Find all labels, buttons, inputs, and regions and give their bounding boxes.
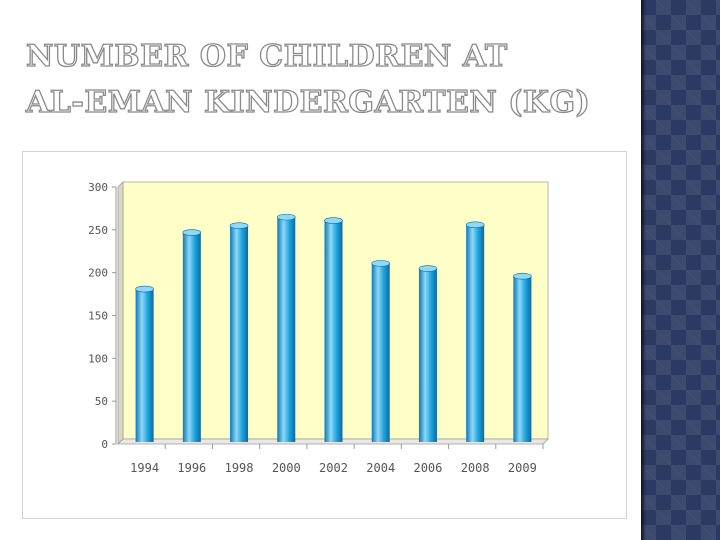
decorative-side-panel — [641, 0, 720, 540]
x-tick-label: 2006 — [413, 461, 442, 475]
y-tick-label: 100 — [88, 352, 108, 365]
x-tick-label: 2008 — [461, 461, 490, 475]
bar — [418, 265, 438, 442]
chart-frame: 0 50 100 150 200 250 300 1994 1996 1998 2000 2002 2… — [22, 151, 627, 519]
y-tick-label: 150 — [88, 310, 108, 323]
bar — [135, 285, 154, 442]
bar — [371, 260, 391, 442]
bar-body — [371, 263, 390, 442]
y-tick-label: 50 — [95, 395, 108, 408]
bar-body — [135, 289, 154, 442]
x-tick-label: 2009 — [508, 461, 537, 475]
x-tick-label: 2004 — [366, 461, 395, 475]
bar — [276, 213, 296, 442]
x-tick-label: 2002 — [319, 461, 348, 475]
bar — [229, 222, 249, 442]
bar-cap — [371, 260, 391, 267]
x-tick-label: 1994 — [130, 461, 159, 475]
bar-cap — [135, 285, 154, 293]
bar — [465, 221, 485, 442]
plot-side-wall — [117, 181, 124, 445]
bar-body — [418, 268, 437, 442]
x-tick-label: 1996 — [177, 461, 206, 475]
y-tick-label: 250 — [88, 224, 108, 237]
slide-title: NUMBER OF CHILDREN AT AL-EMAN KINDERGART… — [25, 34, 626, 126]
y-tick-label: 200 — [88, 267, 108, 280]
x-tick-label: 1998 — [225, 461, 254, 475]
bar-cap — [276, 213, 296, 221]
y-tick-label: 0 — [101, 438, 108, 451]
slide-title-line-2: AL-EMAN KINDERGARTEN (KG) — [25, 84, 591, 120]
side-panel-shadow — [641, 0, 646, 540]
bar — [324, 217, 343, 442]
y-tick-label: 300 — [88, 181, 108, 194]
bar-body — [513, 276, 532, 442]
bar-cap — [465, 221, 485, 229]
bar-cap — [229, 222, 249, 229]
bar-body — [324, 220, 343, 442]
bar-body — [230, 225, 249, 442]
bar-body — [466, 224, 485, 442]
bar — [513, 272, 532, 442]
x-tick-label: 2000 — [272, 461, 301, 475]
bar-cap — [324, 217, 343, 224]
bar — [182, 229, 202, 442]
slide-title-line-1: NUMBER OF CHILDREN AT — [25, 38, 508, 74]
bar-chart: 0 50 100 150 200 250 300 1994 1996 1998 2000 2002 2… — [88, 181, 549, 475]
bar-body — [182, 232, 201, 442]
bar-cap — [182, 229, 202, 236]
bar-cap — [513, 272, 532, 280]
bar-body — [277, 217, 296, 442]
bar-cap — [418, 265, 438, 272]
